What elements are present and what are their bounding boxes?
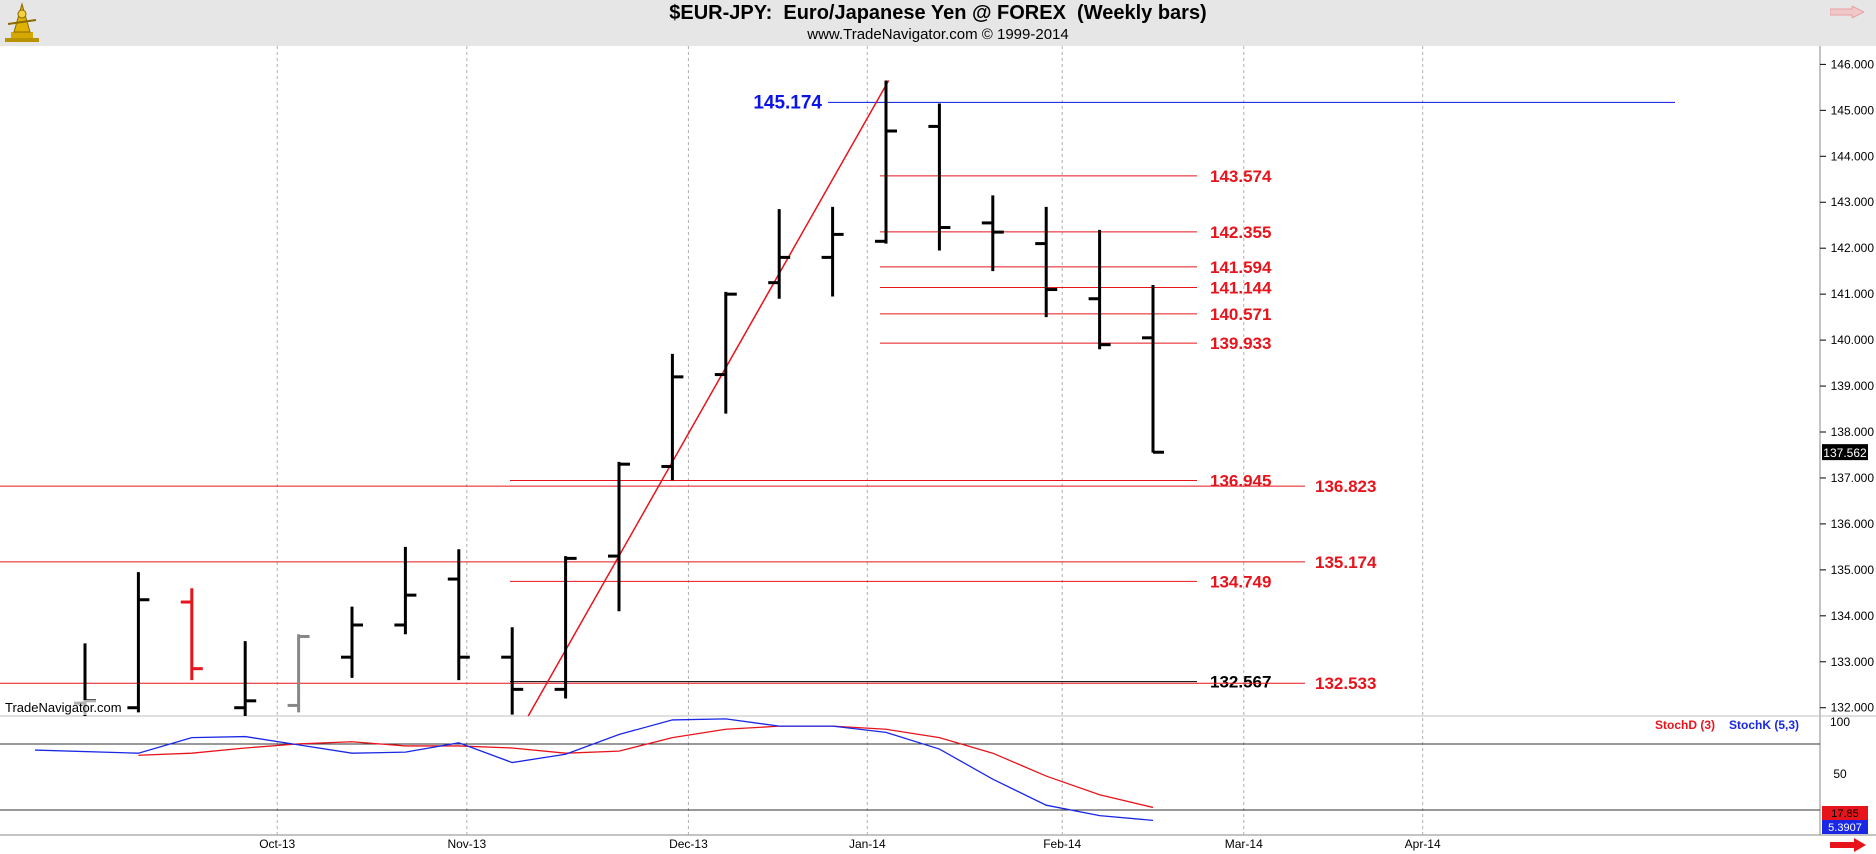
stoch-legend-k: StochK (5,3): [1729, 718, 1799, 732]
next-page-arrow-icon[interactable]: [1830, 838, 1866, 852]
y-tick-label: 133.000: [1831, 655, 1875, 669]
y-tick-label: 137.000: [1831, 471, 1875, 485]
y-tick-label: 145.000: [1831, 103, 1875, 117]
x-tick-label: Apr-14: [1405, 837, 1441, 851]
chart-subtitle: www.TradeNavigator.com © 1999-2014: [807, 26, 1069, 43]
y-tick-label: 140.000: [1831, 333, 1875, 347]
stoch-k-last-box: [1822, 820, 1868, 834]
stoch-y-tick-label: 100: [1830, 715, 1850, 729]
stoch-series-line: [138, 725, 1154, 809]
chart-header: [0, 0, 1876, 46]
watermark: TradeNavigator.com: [5, 700, 122, 715]
price-panel-background: [0, 46, 1820, 716]
ohlc-bar: [554, 556, 577, 699]
stoch-y-tick-label: 50: [1833, 767, 1847, 781]
y-tick-label: 132.000: [1831, 701, 1875, 715]
ohlc-bar: [714, 291, 737, 414]
y-tick-label: 143.000: [1831, 195, 1875, 209]
ohlc-bar: [821, 206, 844, 297]
ohlc-bar: [447, 549, 470, 681]
ohlc-bar: [981, 195, 1004, 272]
last-price-box: [1822, 444, 1868, 461]
ohlc-bar: [501, 627, 524, 715]
x-tick-label: Feb-14: [1043, 837, 1081, 851]
ohlc-bar: [1035, 206, 1058, 318]
level-label: 132.533: [1315, 674, 1376, 693]
stoch-d-last-box: [1822, 806, 1868, 820]
ohlc-bar: [1142, 284, 1164, 454]
ohlc-bar: [341, 606, 363, 678]
level-label: 134.749: [1210, 572, 1271, 591]
stoch-k-last-label: 5.3907: [1828, 822, 1862, 834]
stoch-d-last-label: 17.85: [1831, 808, 1859, 820]
y-tick-label: 136.000: [1831, 517, 1875, 531]
trade-navigator-logo: [5, 2, 39, 42]
y-tick-label: 141.000: [1831, 287, 1875, 301]
last-price-label: 137.562: [1823, 446, 1867, 460]
level-label: 140.571: [1210, 305, 1271, 324]
ohlc-bar: [1088, 229, 1111, 350]
ohlc-bar: [608, 461, 630, 612]
level-label: 136.945: [1210, 471, 1271, 490]
stoch-legend-d: StochD (3): [1655, 718, 1715, 732]
level-label: 139.933: [1210, 334, 1271, 353]
y-tick-label: 134.000: [1831, 609, 1875, 623]
ohlc-bar: [234, 641, 257, 716]
ohlc-bar: [127, 572, 150, 713]
x-tick-label: Dec-13: [669, 837, 708, 851]
level-label: 136.823: [1315, 477, 1376, 496]
y-tick-label: 142.000: [1831, 241, 1875, 255]
x-tick-label: Nov-13: [447, 837, 486, 851]
level-label: 141.594: [1210, 258, 1272, 277]
ohlc-bar: [394, 546, 417, 635]
level-label: 132.567: [1210, 673, 1271, 692]
stochastic-panel-background: [0, 716, 1820, 835]
level-label: 145.174: [753, 92, 822, 113]
level-label: 141.144: [1210, 279, 1272, 298]
y-tick-label: 144.000: [1831, 149, 1875, 163]
ohlc-bar: [287, 634, 310, 713]
x-tick-label: Jan-14: [849, 837, 886, 851]
level-label: 135.174: [1315, 553, 1377, 572]
y-tick-label: 138.000: [1831, 425, 1875, 439]
ohlc-bar: [768, 209, 791, 299]
x-tick-label: Mar-14: [1225, 837, 1263, 851]
level-label: 143.574: [1210, 167, 1272, 186]
ohlc-bar: [928, 103, 951, 251]
ohlc-bar: [875, 80, 897, 244]
y-tick-label: 146.000: [1831, 57, 1875, 71]
x-tick-label: Oct-13: [259, 837, 295, 851]
ohlc-bar: [661, 353, 684, 481]
scroll-right-icon[interactable]: [1830, 6, 1864, 18]
y-tick-label: 139.000: [1831, 379, 1875, 393]
trend-line: [527, 80, 890, 717]
stoch-series-line: [34, 718, 1154, 822]
y-tick-label: 135.000: [1831, 563, 1875, 577]
level-label: 142.355: [1210, 223, 1271, 242]
ohlc-bar: [180, 588, 203, 681]
chart-title: $EUR-JPY: Euro/Japanese Yen @ FOREX (Wee…: [669, 2, 1207, 24]
